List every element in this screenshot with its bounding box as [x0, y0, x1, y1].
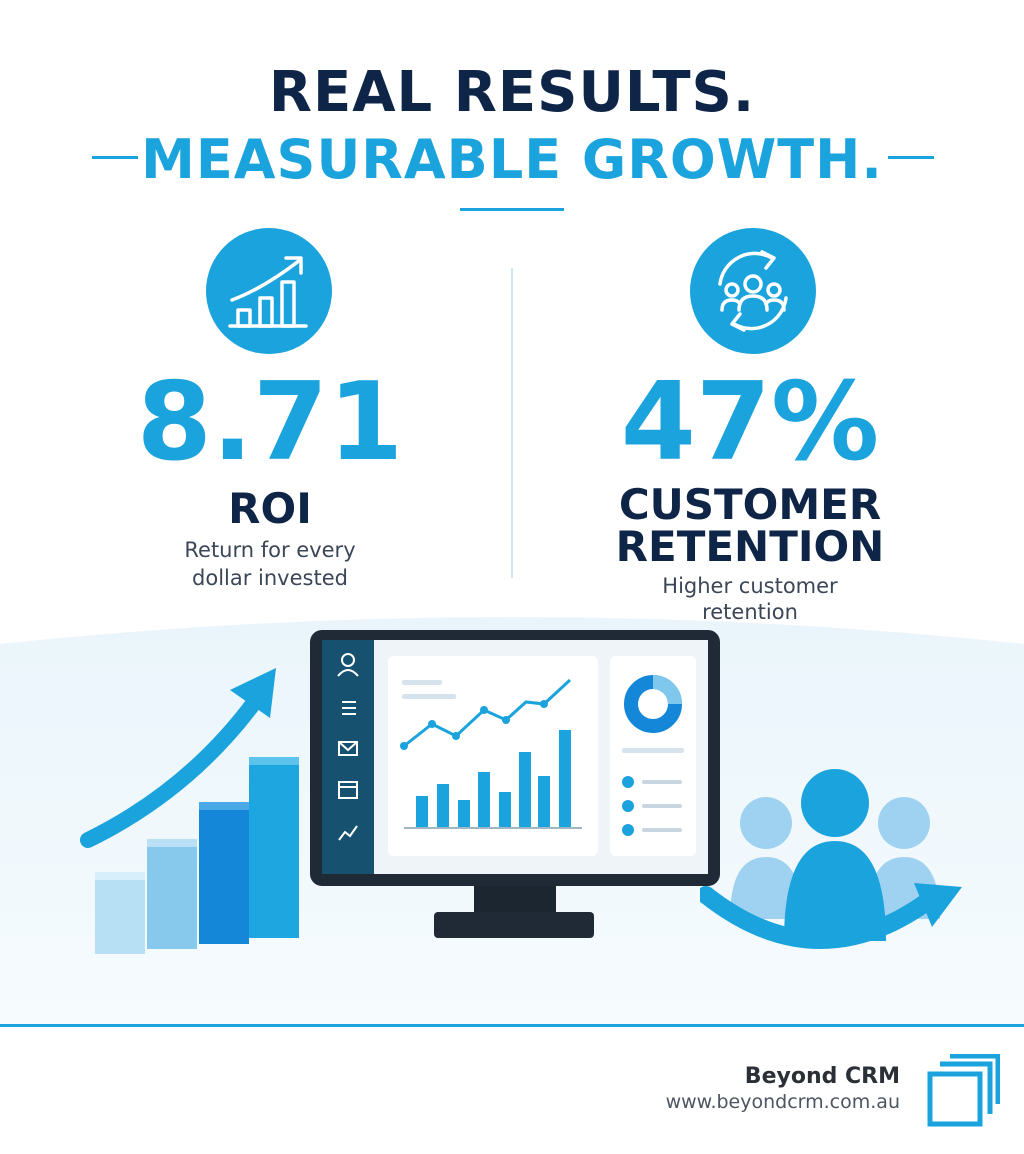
headline-right-rule [888, 156, 934, 159]
brand-url-link[interactable]: www.beyondcrm.com.au [665, 1091, 900, 1113]
roi-description-line-1: Return for every [184, 538, 356, 562]
headline-underline [460, 208, 564, 211]
brand-name: Beyond CRM [744, 1064, 900, 1089]
growth-chart-icon [228, 256, 308, 328]
retention-description-line-2: retention [702, 600, 798, 624]
retention-value: 47% [620, 360, 880, 485]
beyond-crm-logo-icon [927, 1054, 1000, 1127]
headline-left-rule [92, 156, 138, 159]
roi-value: 8.71 [136, 360, 404, 485]
customer-group-illustration [700, 769, 962, 949]
stat-icon-circle-roi [206, 228, 332, 354]
roi-label: ROI [228, 484, 312, 533]
retention-description-line-1: Higher customer [662, 574, 838, 598]
stat-icon-circle-retention [690, 228, 816, 354]
customer-retention-icon [718, 250, 788, 332]
footer-rule [0, 1024, 1024, 1027]
growth-bars-illustration [80, 668, 299, 954]
headline-line-2: MEASURABLE GROWTH. [141, 128, 883, 191]
headline-line-1: REAL RESULTS. [268, 60, 756, 125]
retention-label-line-2: RETENTION [615, 522, 885, 571]
crm-dashboard-monitor [310, 630, 720, 938]
retention-label-line-1: CUSTOMER [618, 480, 882, 529]
stats-divider [511, 268, 513, 578]
roi-description-line-2: dollar invested [192, 566, 348, 590]
